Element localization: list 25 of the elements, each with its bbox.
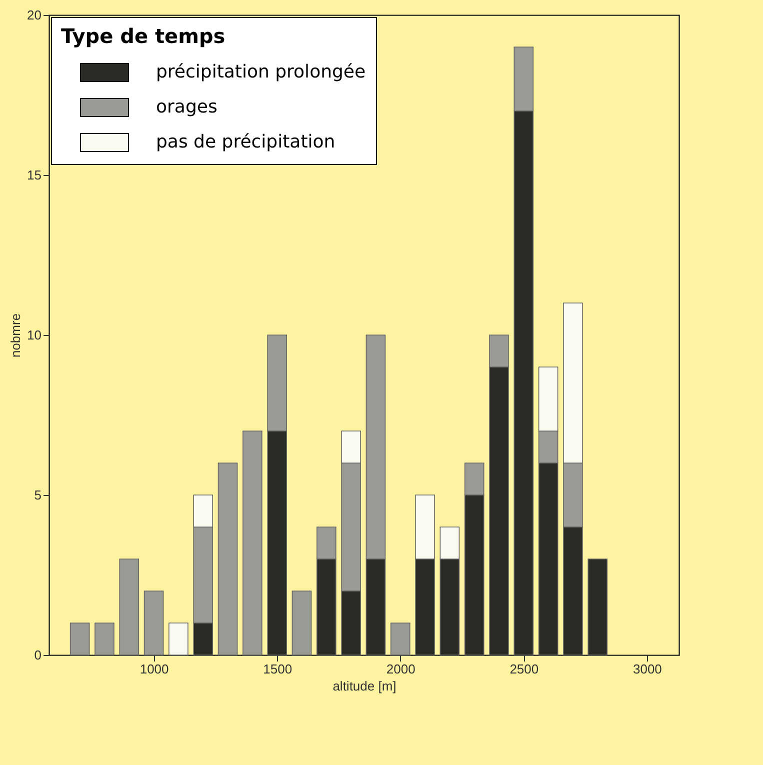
bar (119, 558, 140, 656)
y-tick-label: 10 (27, 328, 42, 342)
legend-title: Type de temps (61, 24, 226, 48)
x-tick-label: 1000 (140, 662, 169, 676)
bar (390, 622, 410, 656)
bar (144, 590, 164, 656)
bar (218, 462, 238, 656)
bar (242, 430, 262, 656)
legend-label: pas de précipitation (156, 132, 336, 152)
y-tick-label: 5 (34, 488, 42, 502)
bar (168, 622, 188, 656)
x-axis-title: altitude [m] (332, 678, 396, 694)
x-tick-label: 2500 (510, 662, 539, 676)
x-tick-label: 3000 (632, 662, 662, 676)
legend-label: précipitation prolongée (156, 62, 366, 82)
bar (292, 590, 312, 656)
bar (94, 622, 114, 656)
legend-label: orages (156, 96, 218, 118)
x-tick-label: 1500 (263, 662, 292, 676)
y-tick-label: 0 (34, 648, 42, 662)
y-tick-label: 15 (27, 168, 42, 182)
y-tick-label: 20 (27, 8, 42, 22)
x-tick-label: 2000 (386, 662, 416, 676)
y-axis-title: nobmre (8, 313, 24, 358)
bar (70, 622, 90, 656)
